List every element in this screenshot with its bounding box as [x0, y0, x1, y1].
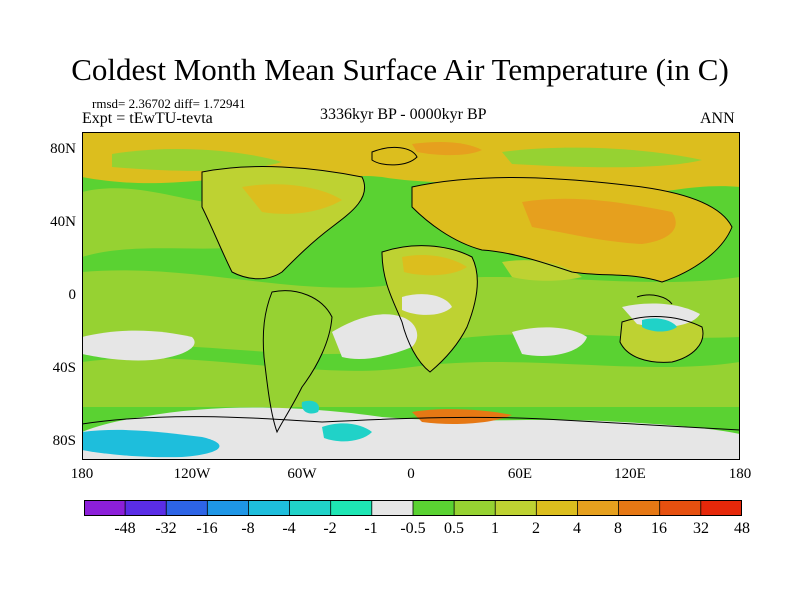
temperature-map: [82, 132, 740, 460]
colorbar-swatch: [125, 500, 167, 516]
colorbar-label: 16: [651, 520, 667, 537]
map-frame: [82, 132, 740, 460]
colorbar-label: -8: [241, 520, 255, 537]
coastline-africa: [381, 245, 478, 373]
colorbar-swatch: [618, 500, 660, 516]
y-tick-label: 40S: [52, 360, 76, 376]
arctic-siberia-mild: [502, 147, 702, 168]
x-tick-label: 120W: [173, 466, 211, 482]
southern-warm-band: [82, 358, 740, 407]
x-tick-label: 180: [70, 466, 94, 482]
coastline-north-america: [201, 166, 366, 280]
x-tick-label: 60E: [507, 466, 533, 482]
no-change-south-atlantic: [332, 314, 418, 359]
y-tick-label: 80N: [50, 141, 76, 157]
experiment-label: Expt = tEwTU-tevta: [82, 110, 213, 127]
arctic-canada-mild: [112, 148, 282, 171]
stats-text: rmsd= 2.36702 diff= 1.72941: [92, 96, 246, 111]
no-change-indian-ocean: [512, 327, 587, 357]
cooling-australia: [642, 318, 677, 332]
colorbar-label: 0.5: [444, 520, 464, 537]
season-label: ANN: [700, 110, 735, 127]
colorbar-label: -32: [155, 520, 177, 537]
colorbar-label: 8: [614, 520, 622, 537]
colorbar-swatch: [454, 500, 496, 516]
colorbar-swatch: [330, 500, 372, 516]
coastline-indonesia: [636, 294, 673, 305]
colorbar-swatch: [536, 500, 578, 516]
colorbar-label: -0.5: [400, 520, 426, 537]
y-tick-label: 80S: [52, 433, 76, 449]
colorbar-swatch: [659, 500, 701, 516]
colorbar-frame: [84, 500, 742, 516]
period-label: 3336kyr BP - 0000kyr BP: [320, 106, 487, 123]
colorbar-label: -48: [114, 520, 136, 537]
x-tick-label: 60W: [287, 466, 317, 482]
no-change-gulf-guinea: [402, 294, 452, 315]
south-america-land: [263, 290, 332, 432]
australia-land: [620, 316, 703, 363]
colorbar-label: -16: [196, 520, 218, 537]
x-tick-label: 120E: [614, 466, 646, 482]
central-asia-mild: [502, 260, 582, 281]
canada-warm: [242, 184, 342, 214]
map-title: Coldest Month Mean Surface Air Temperatu…: [71, 52, 729, 87]
colorbar-swatch: [84, 500, 126, 516]
colorbar-label: -1: [364, 520, 378, 537]
coastline-australia: [619, 316, 704, 363]
colorbar-label: 4: [573, 520, 581, 537]
coastlines: [82, 146, 740, 434]
x-tick-label: 0: [407, 466, 415, 482]
cooling-drake-passage: [301, 400, 320, 414]
siberia-warmer: [522, 198, 676, 244]
colorbar-swatch: [289, 500, 331, 516]
colorbar-label: 1: [491, 520, 499, 537]
map-panel: [82, 132, 740, 460]
no-change-australia-north: [622, 303, 700, 327]
sahara-warm: [402, 255, 467, 276]
hot-barents-sea: [412, 142, 482, 156]
colorbar: [84, 500, 742, 521]
colorbar-label: -4: [282, 520, 296, 537]
colorbar-swatch: [413, 500, 455, 516]
hot-antarctic-coast: [412, 409, 512, 424]
colorbar-swatch: [495, 500, 537, 516]
colorbar-swatch: [207, 500, 249, 516]
colorbar-swatch: [700, 500, 742, 516]
cooling-weddell: [322, 423, 372, 442]
y-tick-label: 40N: [50, 214, 76, 230]
y-tick-label: 0: [68, 287, 77, 303]
colorbar-swatch: [166, 500, 208, 516]
colorbar-swatches: [84, 500, 742, 516]
coastline-south-america: [262, 290, 333, 434]
colorbar-label: 32: [693, 520, 709, 537]
colorbar-label: 2: [532, 520, 540, 537]
colorbar-label: -2: [323, 520, 337, 537]
colorbar-swatch: [248, 500, 290, 516]
no-change-south-pacific-west: [82, 330, 195, 361]
colorbar-swatch: [577, 500, 619, 516]
coastline-eurasia: [411, 177, 733, 283]
colorbar-dividers: [124, 500, 702, 516]
cooling-ross-sea: [82, 429, 220, 458]
colorbar-swatch: [371, 500, 413, 516]
coastline-antarctica: [82, 416, 740, 431]
x-tick-label: 180: [728, 466, 752, 482]
coastline-greenland: [371, 146, 418, 166]
colorbar-label: 48: [734, 520, 750, 537]
